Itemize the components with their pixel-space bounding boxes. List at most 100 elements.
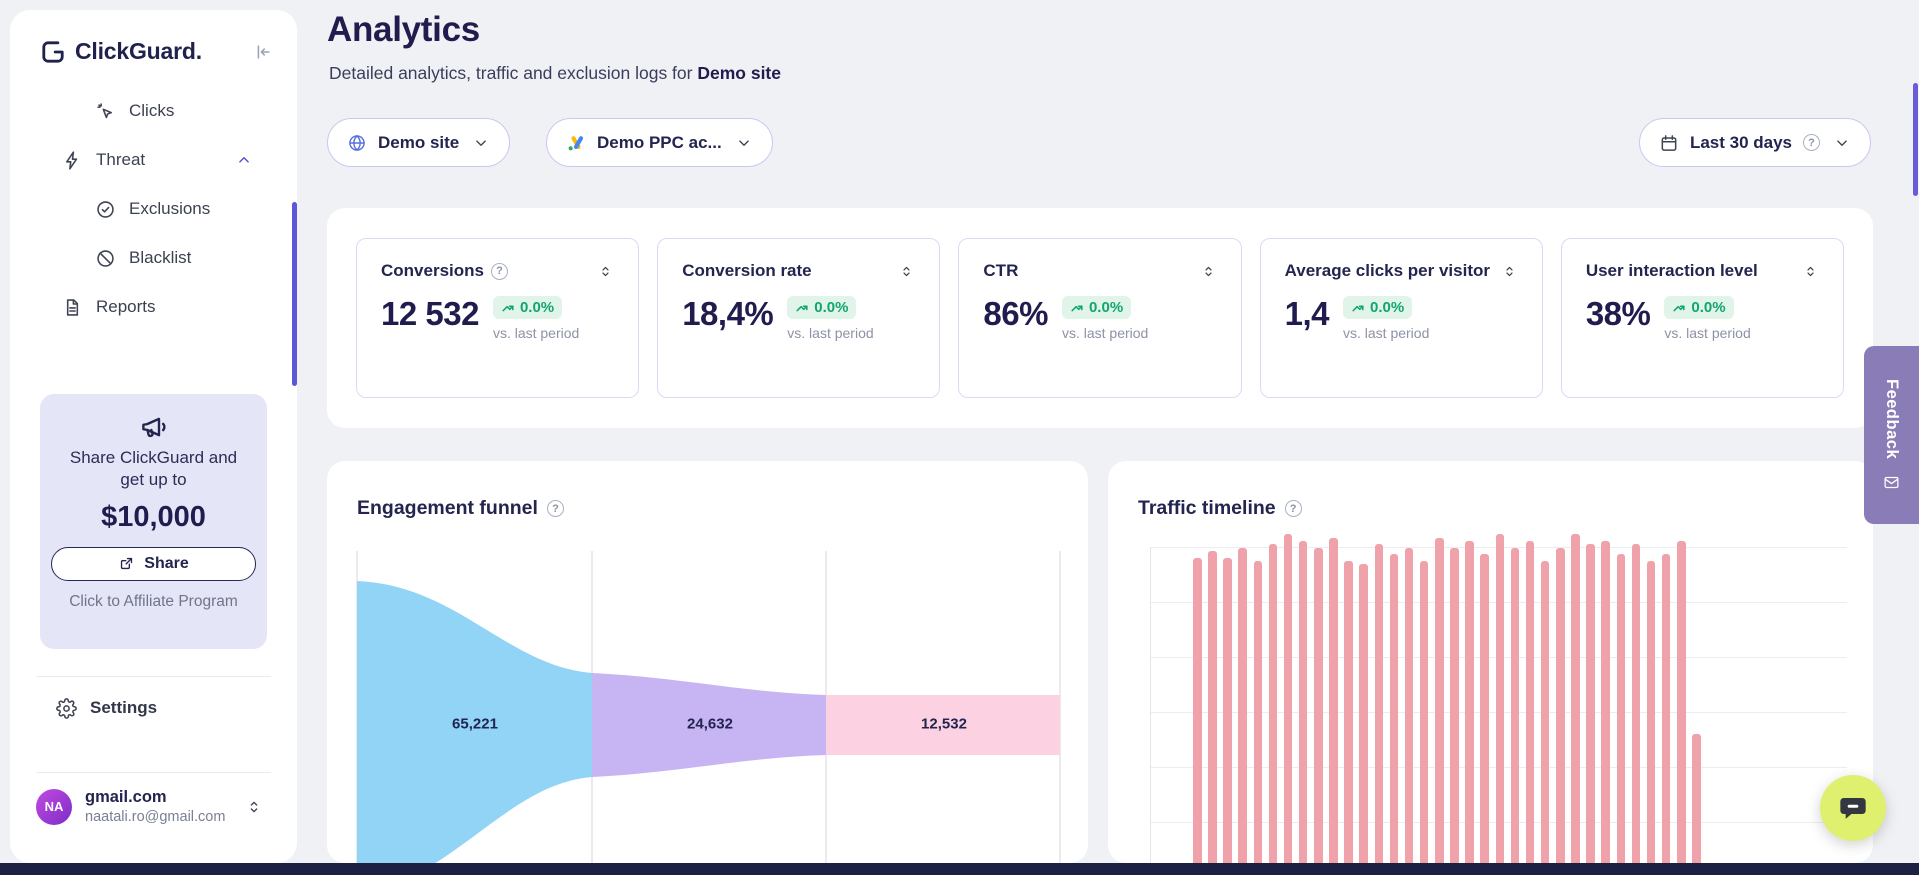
- traffic-bar: [1616, 554, 1625, 863]
- traffic-bar: [1646, 560, 1656, 863]
- sidebar-item-exclusions[interactable]: Exclusions: [10, 187, 253, 231]
- kpi-caption: vs. last period: [1664, 324, 1751, 341]
- funnel-stage-converted[interactable]: [826, 695, 1060, 755]
- kpi-card-conversion-rate: Conversion rate 18,4% 0.0% vs. last peri…: [657, 238, 941, 398]
- sort-icon[interactable]: [1802, 263, 1819, 280]
- trend-up-icon: [1071, 304, 1083, 311]
- help-icon[interactable]: [1803, 134, 1820, 151]
- sidebar-item-blacklist[interactable]: Blacklist: [10, 236, 253, 280]
- kpi-caption: vs. last period: [1061, 324, 1149, 341]
- traffic-bar: [1601, 540, 1610, 863]
- calendar-icon: [1659, 133, 1679, 153]
- sidebar-item-label: Threat: [96, 150, 146, 169]
- collapse-sidebar-icon[interactable]: [253, 42, 273, 62]
- traffic-bar: [1359, 564, 1368, 863]
- help-icon[interactable]: [1284, 500, 1302, 517]
- ppc-account-selector[interactable]: Demo PPC ac...: [546, 118, 773, 167]
- app-logo-text[interactable]: ClickGuard.: [75, 38, 202, 64]
- cursor-click-icon: [95, 101, 116, 122]
- gear-icon: [56, 697, 77, 719]
- chat-launcher-button[interactable]: [1820, 775, 1886, 841]
- chevron-up-down-icon: [245, 798, 263, 816]
- kpi-label: Average clicks per visitor: [1284, 261, 1490, 280]
- chevron-down-icon: [472, 134, 490, 152]
- traffic-bar: [1435, 537, 1444, 863]
- traffic-bars: [1193, 531, 1701, 863]
- avatar: NA: [36, 788, 72, 825]
- help-icon[interactable]: [490, 262, 508, 280]
- kpi-card-conversions: Conversions 12 532 0.0% vs. last period: [356, 238, 640, 398]
- feedback-label: Feedback: [1883, 378, 1901, 460]
- page-subtitle: Detailed analytics, traffic and exclusio…: [329, 63, 781, 84]
- account-name: gmail.com: [85, 788, 167, 806]
- promo-text-line2: get up to: [120, 470, 187, 490]
- kpi-value: 12 532: [381, 295, 479, 332]
- sidebar-item-reports[interactable]: Reports: [10, 285, 253, 329]
- kpi-caption: vs. last period: [787, 324, 874, 341]
- trend-value: 0.0%: [1691, 299, 1726, 316]
- site-selector-value: Demo site: [378, 132, 460, 152]
- engagement-funnel-card: Engagement funnel 65,221 24,632 12,532: [327, 461, 1088, 863]
- bottom-edge-bar: [0, 863, 1919, 875]
- traffic-bar: [1314, 547, 1323, 863]
- sidebar-item-label: Reports: [96, 297, 156, 316]
- kpi-label: Conversions: [381, 261, 484, 280]
- trend-badge: 0.0%: [1664, 296, 1734, 319]
- traffic-bar: [1556, 547, 1565, 863]
- funnel-chart: [356, 551, 1061, 863]
- traffic-bar: [1389, 554, 1399, 863]
- external-link-icon: [121, 558, 133, 570]
- funnel-stage-engaged[interactable]: [592, 673, 826, 777]
- trend-up-icon: [796, 304, 808, 311]
- trend-badge: 0.0%: [787, 296, 857, 319]
- kpi-caption: vs. last period: [1342, 324, 1430, 341]
- sort-icon[interactable]: [1501, 263, 1518, 280]
- sidebar-item-settings[interactable]: Settings: [10, 686, 297, 730]
- globe-icon: [347, 133, 367, 153]
- traffic-bar: [1525, 540, 1535, 863]
- traffic-bar: [1238, 547, 1247, 863]
- share-button-label: Share: [144, 554, 189, 572]
- site-selector[interactable]: Demo site: [327, 118, 511, 167]
- help-icon[interactable]: [546, 500, 564, 517]
- sort-icon[interactable]: [597, 263, 614, 280]
- kpi-value: 38%: [1585, 295, 1651, 332]
- date-range-selector[interactable]: Last 30 days: [1638, 118, 1871, 167]
- google-ads-icon: [566, 133, 586, 153]
- trend-value: 0.0%: [814, 299, 849, 316]
- kpi-value: 1,4: [1284, 295, 1330, 332]
- document-icon: [62, 297, 83, 318]
- page-scrollbar-thumb[interactable]: [1913, 83, 1918, 196]
- account-email: naatali.ro@gmail.com: [85, 809, 226, 825]
- share-button[interactable]: Share: [51, 546, 256, 581]
- sidebar-item-threat[interactable]: Threat: [10, 138, 253, 182]
- kpi-value: 18,4%: [682, 295, 774, 332]
- kpi-summary-panel: Conversions 12 532 0.0% vs. last period …: [327, 208, 1873, 428]
- funnel-stage-value: 12,532: [921, 715, 967, 733]
- account-switcher[interactable]: NA gmail.com naatali.ro@gmail.com: [10, 788, 297, 825]
- traffic-bar: [1450, 547, 1459, 863]
- kpi-card-interaction-level: User interaction level 38% 0.0% vs. last…: [1560, 238, 1845, 398]
- ppc-account-value: Demo PPC ac...: [597, 132, 722, 152]
- traffic-bar: [1419, 560, 1429, 863]
- affiliate-program-link[interactable]: Click to Affiliate Program: [69, 592, 238, 610]
- chart-title: Traffic timeline: [1138, 497, 1276, 519]
- sort-icon[interactable]: [898, 263, 915, 280]
- sidebar-scrollbar-thumb[interactable]: [292, 202, 297, 386]
- trend-up-icon: [1673, 304, 1685, 311]
- trend-badge: 0.0%: [1061, 296, 1132, 319]
- page-title: Analytics: [327, 10, 480, 49]
- traffic-bar: [1223, 557, 1232, 863]
- chat-bubble-icon: [1840, 798, 1866, 819]
- trend-up-icon: [502, 304, 514, 311]
- sidebar-item-clicks[interactable]: Clicks: [10, 89, 253, 133]
- traffic-bar: [1510, 547, 1520, 863]
- traffic-bar: [1329, 537, 1338, 863]
- traffic-bar: [1571, 534, 1580, 863]
- funnel-stage-visitors[interactable]: [357, 581, 592, 863]
- feedback-tab[interactable]: Feedback: [1864, 346, 1919, 524]
- traffic-bar: [1268, 544, 1278, 863]
- trend-badge: 0.0%: [492, 296, 563, 319]
- sort-icon[interactable]: [1200, 263, 1217, 280]
- chevron-up-icon[interactable]: [235, 151, 253, 169]
